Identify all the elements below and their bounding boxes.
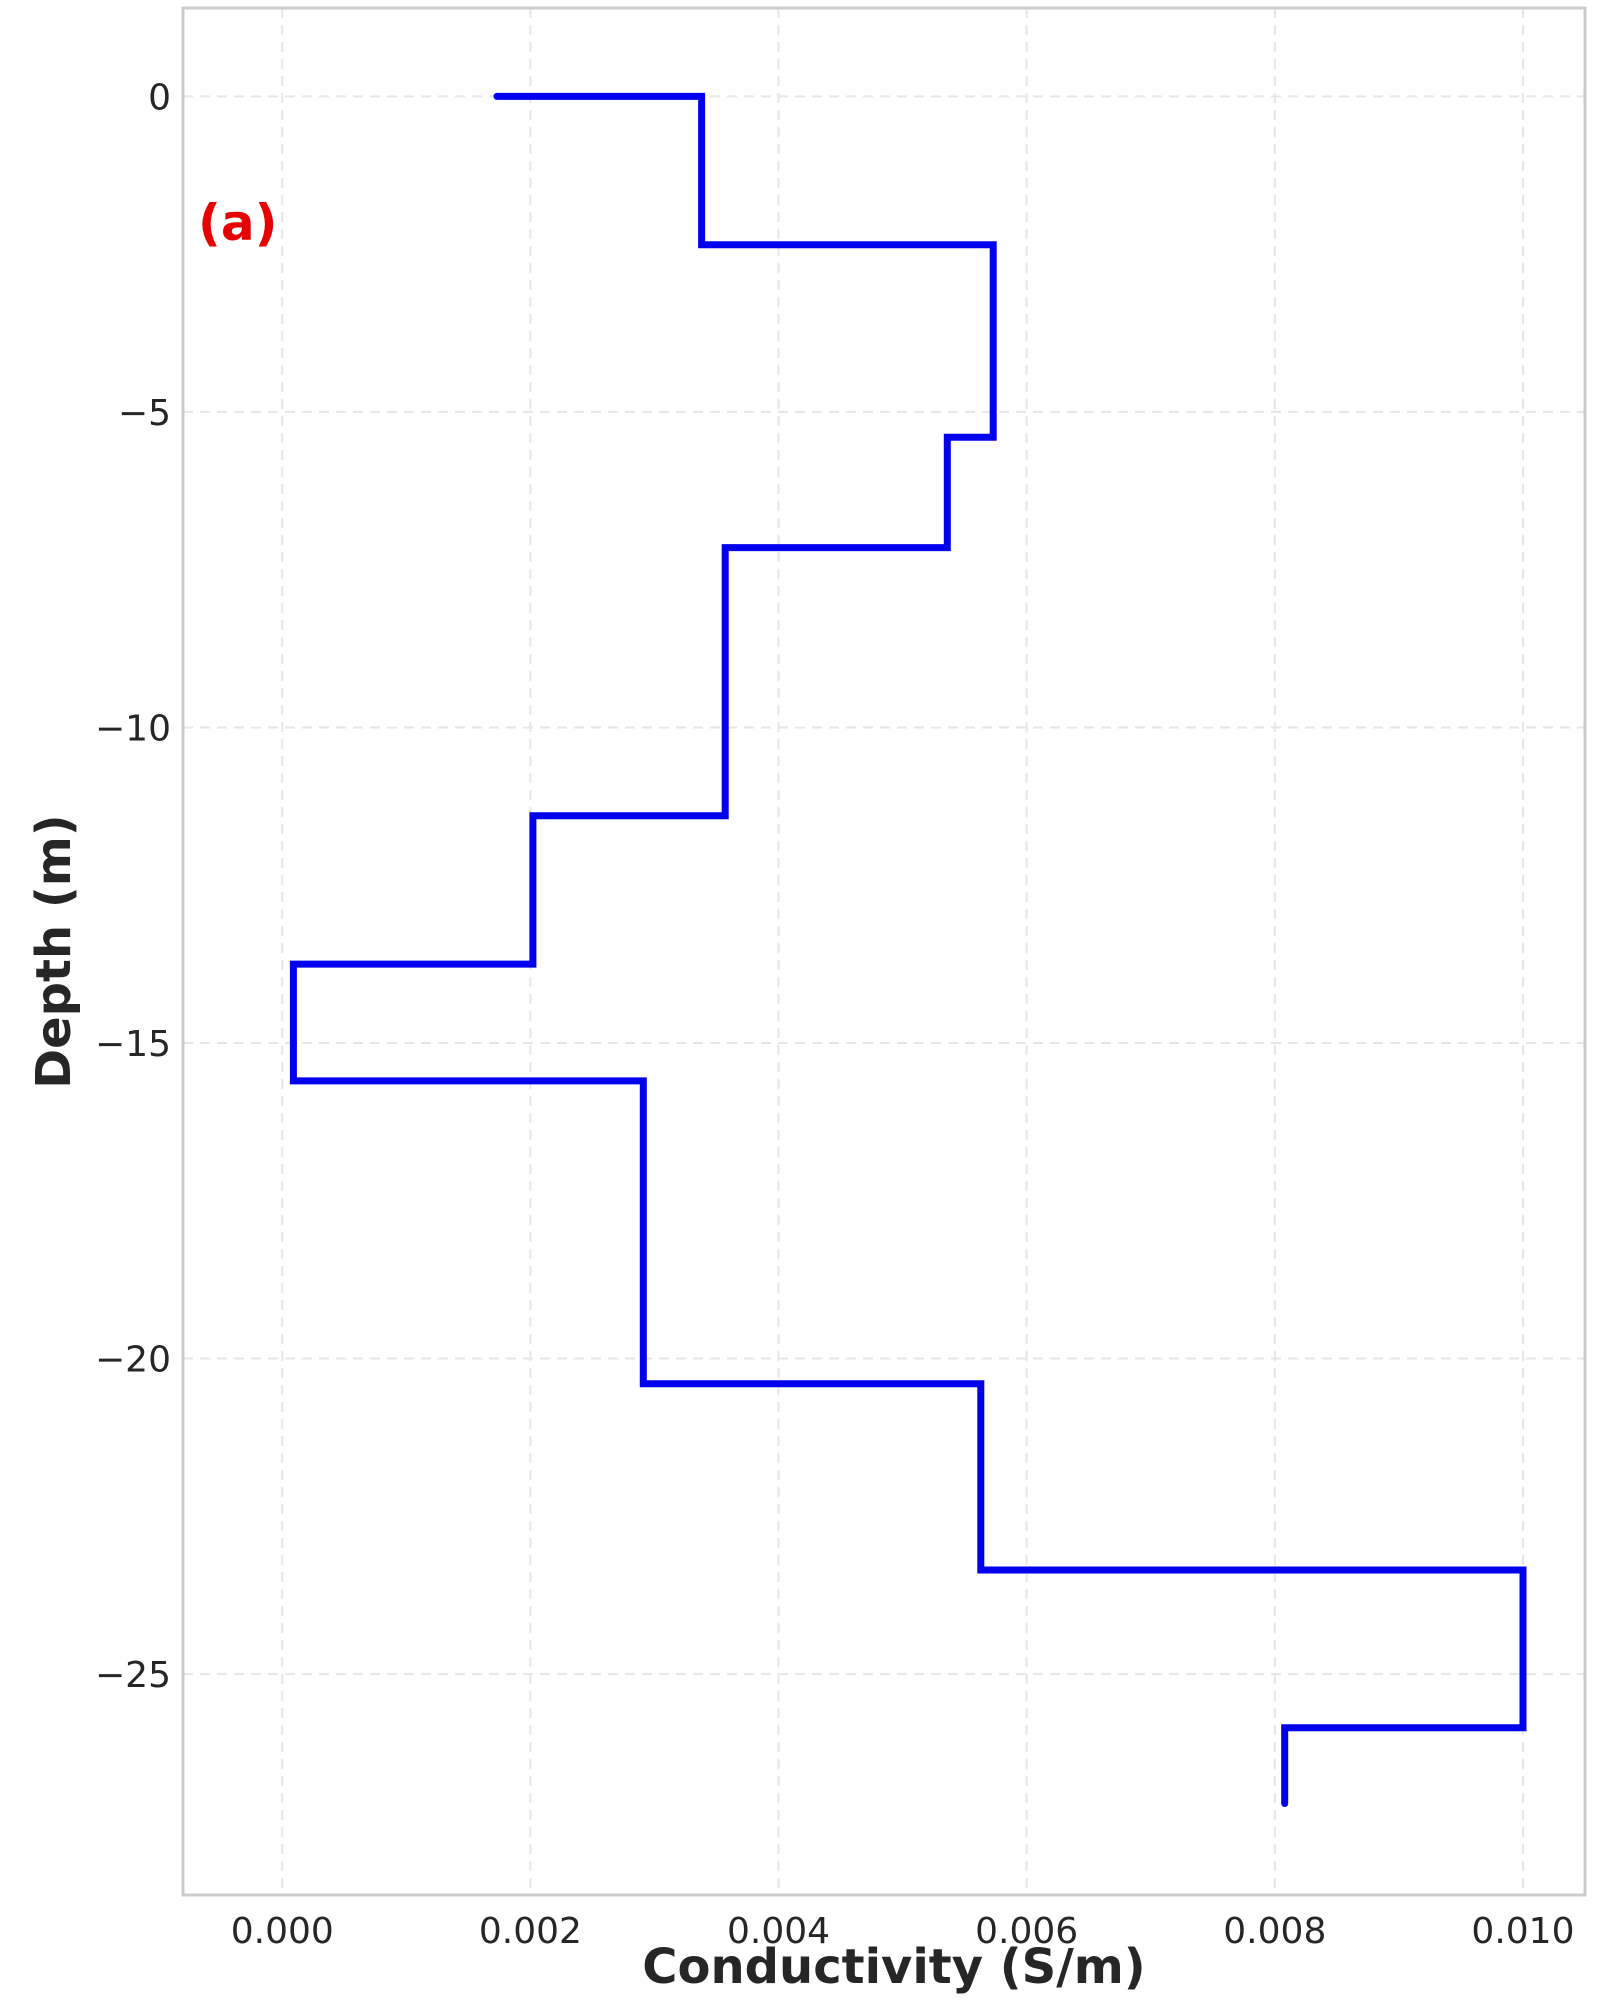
x-axis-ticks: 0.000 0.002 0.004 0.006 0.008 0.010 <box>231 1911 1575 1952</box>
y-tick-label: −15 <box>95 1024 171 1065</box>
x-tick-label: 0.008 <box>1223 1911 1326 1952</box>
conductivity-profile-line <box>289 92 1527 1807</box>
y-tick-label: −25 <box>95 1655 171 1696</box>
y-tick-label: −5 <box>118 393 171 434</box>
y-axis-title: Depth (m) <box>26 814 82 1088</box>
panel-label: (a) <box>198 194 277 252</box>
y-tick-label: 0 <box>148 77 171 118</box>
series-layer <box>289 92 1527 1807</box>
x-tick-label: 0.002 <box>479 1911 582 1952</box>
y-tick-label: −20 <box>95 1340 171 1381</box>
x-tick-label: 0.010 <box>1471 1911 1574 1952</box>
x-axis-title: Conductivity (S/m) <box>642 1939 1145 1995</box>
x-tick-label: 0.000 <box>231 1911 334 1952</box>
grid <box>183 8 1585 1895</box>
plot-frame <box>181 6 1587 1897</box>
y-tick-label: −10 <box>95 708 171 749</box>
x-tick-label: 0.006 <box>975 1911 1078 1952</box>
y-axis-ticks: 0 −5 −10 −15 −20 −25 <box>95 77 171 1696</box>
x-tick-label: 0.004 <box>727 1911 830 1952</box>
